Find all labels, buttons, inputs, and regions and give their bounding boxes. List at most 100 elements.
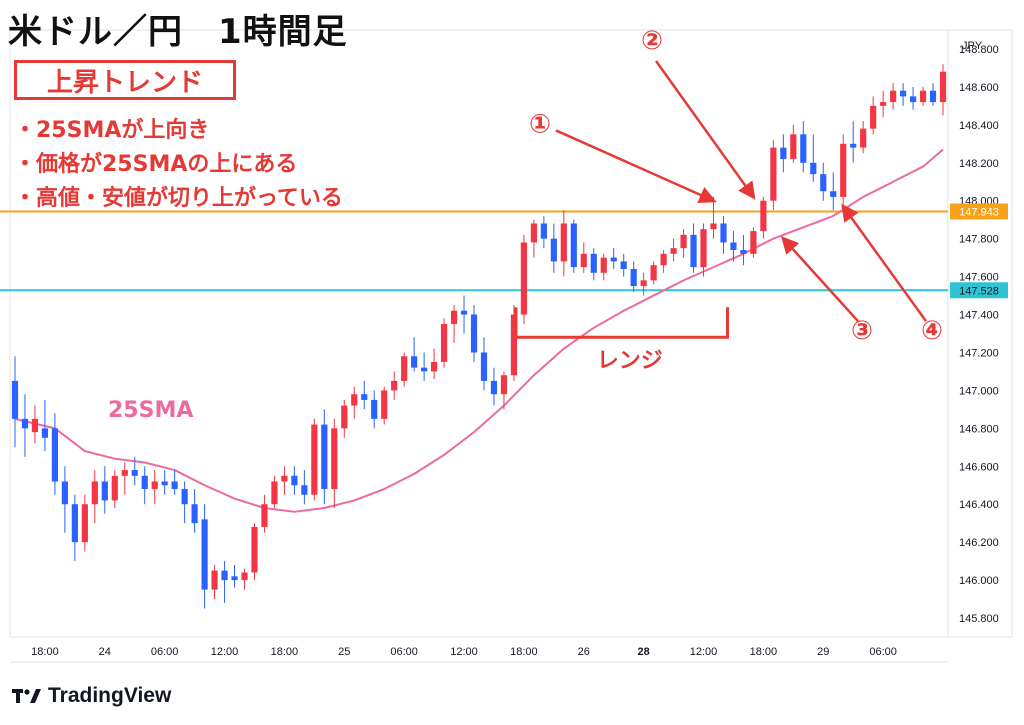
bullet-item: ・価格が25SMAの上にある <box>14 152 298 177</box>
marker-label: ④ <box>921 316 943 346</box>
candle-body <box>880 102 887 106</box>
x-tick-label: 12:00 <box>690 646 718 658</box>
x-tick-label: 18:00 <box>510 646 538 658</box>
candle-body <box>770 147 777 201</box>
x-tick-label: 29 <box>817 646 829 658</box>
trend-label: 上昇トレンド <box>46 67 203 98</box>
page-title: 米ドル／円 1時間足 <box>8 12 348 52</box>
candle-body <box>311 424 318 495</box>
candle-body <box>301 485 308 495</box>
x-tick-label: 12:00 <box>450 646 478 658</box>
marker-label: ③ <box>851 316 873 346</box>
support-price-tag <box>950 282 1008 299</box>
bullet-item: ・25SMAが上向き <box>14 118 210 143</box>
candle-body <box>700 229 707 268</box>
x-tick-label: 12:00 <box>211 646 239 658</box>
candle-body <box>91 481 98 505</box>
candle-body <box>161 481 168 486</box>
plot-area <box>9 29 949 638</box>
resistance-price-tag <box>950 203 1008 220</box>
x-tick-label: 06:00 <box>390 646 418 658</box>
candle-body <box>251 526 258 573</box>
candle-body <box>780 147 787 159</box>
candle-body <box>291 475 298 486</box>
candle-body <box>570 223 577 268</box>
candle-body <box>431 361 438 372</box>
y-tick-label: 146.200 <box>959 537 999 549</box>
tradingview-brand[interactable]: TradingView <box>12 684 171 708</box>
candle-body <box>620 261 627 270</box>
candle-body <box>600 257 607 273</box>
marker-arrow <box>654 60 756 200</box>
marker-arrow <box>555 129 717 204</box>
candle-body <box>371 399 378 419</box>
bullet-list: ・25SMAが上向き ・価格が25SMAの上にある ・高値・安値が切り上がってい… <box>14 114 343 216</box>
candle-body <box>850 143 857 148</box>
candle-body <box>201 519 208 590</box>
y-tick-label: 147.000 <box>959 385 999 397</box>
candle-body <box>760 200 767 232</box>
candle-body <box>490 380 498 395</box>
range-bracket <box>514 307 729 339</box>
candle-body <box>550 238 557 262</box>
candle-body <box>191 504 198 524</box>
bullet-item: ・高値・安値が切り上がっている <box>14 186 343 211</box>
candle-body <box>450 310 458 325</box>
y-tick-label: 148.400 <box>959 120 999 132</box>
candle-body <box>61 481 68 505</box>
candle-body <box>281 475 288 482</box>
candle-body <box>860 128 867 148</box>
candle-body <box>121 470 128 476</box>
candle-body <box>71 504 78 543</box>
candle-body <box>391 380 398 391</box>
candle-body <box>11 380 19 419</box>
candle-body <box>580 253 587 268</box>
candle-body <box>740 250 747 254</box>
candle-body <box>660 253 667 266</box>
x-tick-label: 25 <box>338 646 350 658</box>
candle-body <box>520 242 527 315</box>
x-tick-label: 28 <box>638 646 650 658</box>
candle-body <box>919 90 927 103</box>
candle-body <box>820 174 827 192</box>
candle-body <box>830 191 837 197</box>
candle-body <box>411 356 418 368</box>
y-tick-label: 147.200 <box>959 347 999 359</box>
candle-body <box>131 470 138 476</box>
candle-body <box>231 576 238 581</box>
candle-body <box>690 234 697 268</box>
y-tick-label: 148.800 <box>959 44 999 56</box>
y-tick-label: 148.200 <box>959 158 999 170</box>
x-tick-label: 26 <box>578 646 590 658</box>
marker-label: ② <box>641 26 663 56</box>
candle-body <box>790 134 797 159</box>
candle-body <box>800 134 807 163</box>
candle-body <box>610 257 617 262</box>
candle-body <box>151 481 158 490</box>
y-tick-label: 146.400 <box>959 499 999 511</box>
candle-body <box>670 248 677 254</box>
candle-body <box>650 265 657 281</box>
x-tick-label: 18:00 <box>271 646 299 658</box>
candle-body <box>221 570 228 581</box>
candle-body <box>530 223 537 243</box>
brand-name: TradingView <box>48 684 172 707</box>
candle-body <box>241 572 248 581</box>
candle-body <box>510 314 518 376</box>
candle-body <box>31 418 39 433</box>
candle-body <box>720 223 727 243</box>
candle-body <box>909 96 917 103</box>
candle-body <box>890 90 897 103</box>
x-tick-label: 06:00 <box>869 646 897 658</box>
candle-body <box>640 280 647 287</box>
candle-body <box>81 504 88 543</box>
candle-body <box>840 143 847 197</box>
y-tick-label: 146.000 <box>959 575 999 587</box>
marker-arrow <box>841 203 928 322</box>
x-tick-label: 18:00 <box>31 646 59 658</box>
candle-body <box>421 367 428 372</box>
x-tick-label: 06:00 <box>151 646 179 658</box>
price-axis <box>947 29 1013 638</box>
candle-body <box>470 314 478 353</box>
